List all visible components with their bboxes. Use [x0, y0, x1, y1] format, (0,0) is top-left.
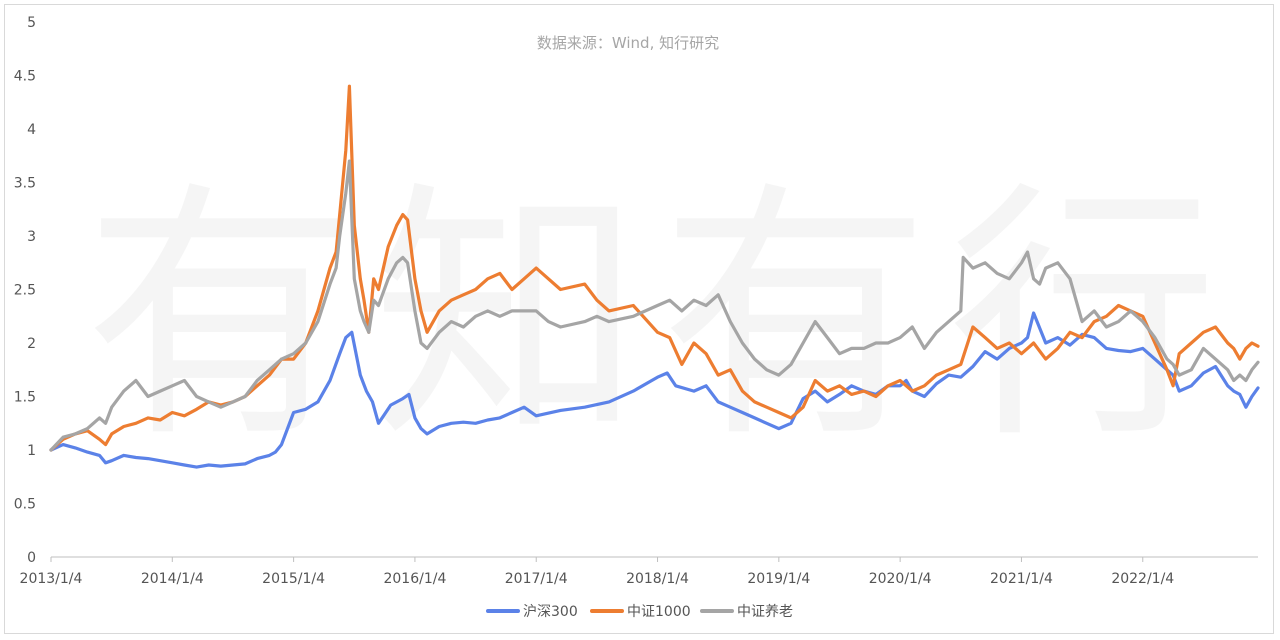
legend-label: 中证1000	[627, 604, 691, 620]
x-tick-label: 2017/1/4	[505, 571, 568, 587]
legend-label: 沪深300	[523, 604, 578, 620]
series-line-2	[49, 159, 1260, 452]
y-tick-label: 0.5	[14, 497, 36, 513]
y-tick-label: 5	[27, 15, 36, 31]
x-tick-label: 2019/1/4	[747, 571, 810, 587]
y-tick-label: 3	[27, 229, 36, 245]
x-axis: 2013/1/4 2014/1/4 2015/1/4 2016/1/4 2017/1/4…	[20, 556, 1258, 587]
chart-title: 数据来源：Wind, 知行研究	[537, 34, 719, 52]
series-line-1	[49, 84, 1260, 452]
x-tick-label: 2014/1/4	[141, 571, 204, 587]
y-axis: 0 0.5 1 1.5 2 2.5 3 3.5 4 4.5 5	[14, 15, 36, 566]
x-tick-label: 2013/1/4	[20, 571, 83, 587]
y-tick-label: 1.5	[14, 390, 36, 406]
watermark-text: 有知有行	[84, 159, 1236, 474]
chart-frame	[4, 4, 1274, 634]
x-tick-label: 2015/1/4	[262, 571, 325, 587]
y-tick-label: 0	[27, 550, 36, 566]
series-layer	[49, 84, 1260, 469]
y-tick-label: 2.5	[14, 283, 36, 299]
y-tick-label: 1	[27, 443, 36, 459]
x-tick-label: 2020/1/4	[869, 571, 932, 587]
legend-label: 中证养老	[737, 604, 793, 620]
x-tick-label: 2021/1/4	[990, 571, 1053, 587]
y-tick-label: 2	[27, 336, 36, 352]
x-tick-label: 2022/1/4	[1111, 571, 1174, 587]
y-tick-label: 4.5	[14, 69, 36, 85]
y-tick-label: 4	[27, 122, 36, 138]
x-tick-label: 2018/1/4	[626, 571, 689, 587]
y-tick-label: 3.5	[14, 176, 36, 192]
x-tick-label: 2016/1/4	[383, 571, 446, 587]
legend: 沪深300 中证1000 中证养老	[486, 604, 793, 620]
